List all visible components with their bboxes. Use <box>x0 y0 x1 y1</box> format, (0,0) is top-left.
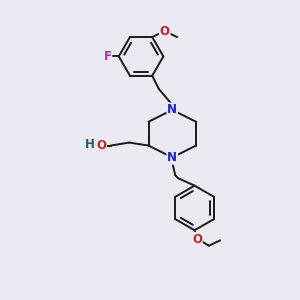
Text: N: N <box>167 103 177 116</box>
Text: O: O <box>160 25 170 38</box>
Text: F: F <box>103 50 112 63</box>
Text: H: H <box>85 138 95 151</box>
Text: O: O <box>192 233 202 246</box>
Text: O: O <box>96 139 106 152</box>
Text: N: N <box>167 151 177 164</box>
